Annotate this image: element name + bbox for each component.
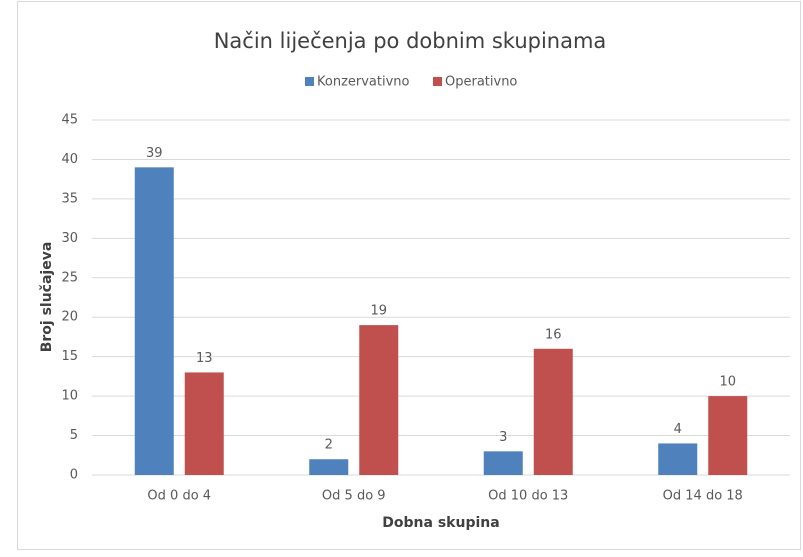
y-tick-label: 40 (61, 152, 78, 167)
data-label: 10 (719, 375, 736, 390)
bar (708, 396, 748, 475)
y-tick-label: 20 (61, 310, 78, 325)
legend-swatch (433, 77, 442, 86)
data-label: 4 (674, 422, 682, 437)
y-tick-label: 25 (61, 270, 78, 285)
chart-title: Način liječenja po dobnim skupinama (214, 29, 607, 53)
y-tick-label: 5 (70, 428, 78, 443)
data-label: 39 (146, 146, 163, 161)
y-tick-label: 45 (61, 113, 78, 128)
y-tick-label: 35 (61, 191, 78, 206)
bar (658, 443, 698, 475)
x-tick-label: Od 14 do 18 (663, 489, 743, 504)
data-label: 16 (545, 327, 562, 342)
y-tick-label: 30 (61, 231, 78, 246)
data-label: 13 (196, 351, 213, 366)
legend-label: Operativno (445, 75, 517, 90)
data-label: 2 (325, 438, 333, 453)
data-label: 3 (499, 430, 507, 445)
x-axis-label: Dobna skupina (382, 515, 499, 531)
bar (483, 451, 523, 475)
y-tick-label: 10 (61, 389, 78, 404)
legend-swatch (305, 77, 314, 86)
y-tick-label: 0 (70, 468, 78, 483)
bar (134, 167, 174, 476)
bar (184, 372, 224, 475)
bar (309, 459, 349, 475)
bar (533, 348, 573, 475)
y-tick-label: 15 (61, 349, 78, 364)
x-tick-label: Od 10 do 13 (488, 489, 568, 504)
x-tick-label: Od 5 do 9 (322, 489, 386, 504)
bar (359, 325, 399, 475)
legend-label: Konzervativno (317, 75, 410, 90)
x-tick-label: Od 0 do 4 (147, 489, 211, 504)
y-axis-label: Broj slučajeva (39, 242, 55, 353)
data-label: 19 (370, 304, 387, 319)
